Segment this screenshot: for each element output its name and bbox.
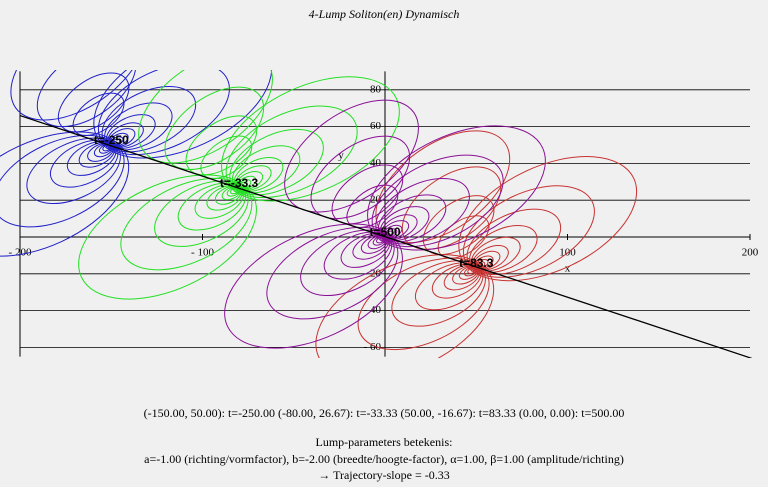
contour-line	[105, 114, 156, 150]
contour-line	[323, 231, 393, 280]
contour-line	[221, 76, 400, 202]
contour-line	[93, 70, 273, 159]
contour-line	[164, 86, 265, 170]
contour-line	[300, 229, 395, 296]
contour-line	[233, 157, 284, 192]
x-tick-label: 200	[742, 247, 759, 259]
contour-line	[357, 257, 490, 351]
contour-line	[310, 135, 411, 220]
contour-line	[200, 135, 253, 179]
contour-line	[177, 182, 247, 231]
contour-line	[458, 156, 638, 282]
contour-line	[431, 263, 482, 299]
contour-line	[78, 174, 257, 300]
contour-line	[224, 223, 403, 349]
contour-line	[315, 254, 495, 358]
contour-line	[57, 72, 130, 133]
footer-text: (-150.00, 50.00): t=-250.00 (-80.00, 26.…	[144, 406, 625, 420]
y-tick-label: 20	[370, 194, 382, 206]
contour-line	[266, 226, 399, 320]
contour-line	[231, 145, 301, 194]
contour-line	[185, 115, 258, 176]
chart-title: 4-Lump Soliton(en) Dynamisch	[309, 7, 460, 21]
contour-line	[391, 260, 486, 327]
y-tick-label: 60	[370, 120, 382, 132]
contour-line	[375, 178, 470, 245]
y-tick-label: 40	[370, 157, 382, 169]
contour-line	[49, 139, 119, 188]
contour-line	[469, 225, 538, 274]
lump-label: t=-33.3	[220, 176, 259, 190]
lump-label: t=-250	[94, 133, 129, 147]
contour-line	[26, 137, 121, 204]
lump-contours	[0, 70, 273, 257]
contour-line	[346, 184, 399, 229]
contour-line	[0, 134, 125, 228]
contour-line	[72, 92, 125, 137]
lump-contours	[78, 70, 400, 300]
trajectory	[19, 114, 753, 358]
contour-line	[225, 105, 358, 199]
plot-area	[0, 70, 753, 358]
contour-line	[462, 185, 595, 278]
contour-line	[154, 180, 249, 247]
contour-line	[10, 70, 146, 121]
contour-line	[36, 70, 137, 128]
contour-line	[284, 99, 419, 213]
contour-line	[229, 128, 324, 196]
contour-line	[466, 208, 562, 276]
contour-line	[340, 232, 391, 268]
contour-line	[0, 131, 130, 257]
y-tick-label: - 60	[364, 341, 382, 353]
contour-line	[235, 165, 272, 192]
contour-line	[138, 70, 273, 164]
footer-text: a=-1.00 (richting/vormfactor), b=-2.00 (…	[144, 452, 624, 466]
lump-label: t=83.3	[459, 256, 494, 270]
contour-line	[107, 122, 144, 149]
lump-contours	[315, 130, 638, 358]
contour-line	[377, 194, 447, 243]
contour-line	[120, 177, 253, 271]
y-tick-label: 80	[370, 83, 382, 95]
contour-line	[101, 86, 197, 153]
lump-label: t=500	[369, 225, 400, 239]
x-axis-label: x	[565, 263, 571, 275]
contour-line	[97, 70, 230, 156]
footer-text: → Trajectory-slope = -0.33	[318, 468, 449, 482]
contour-line	[194, 183, 245, 219]
contour-line	[422, 195, 495, 256]
contour-line	[331, 164, 404, 225]
contour-line	[371, 154, 504, 248]
contour-line	[104, 102, 173, 151]
footer-text: Lump-parameters betekenis:	[316, 435, 453, 449]
contour-line	[379, 206, 430, 242]
contour-line	[367, 125, 546, 251]
x-tick-label: - 100	[191, 247, 214, 259]
y-axis-label: y	[338, 150, 344, 162]
contour-line	[401, 166, 502, 250]
x-tick-label: - 200	[9, 247, 32, 259]
contour-line	[414, 262, 484, 311]
